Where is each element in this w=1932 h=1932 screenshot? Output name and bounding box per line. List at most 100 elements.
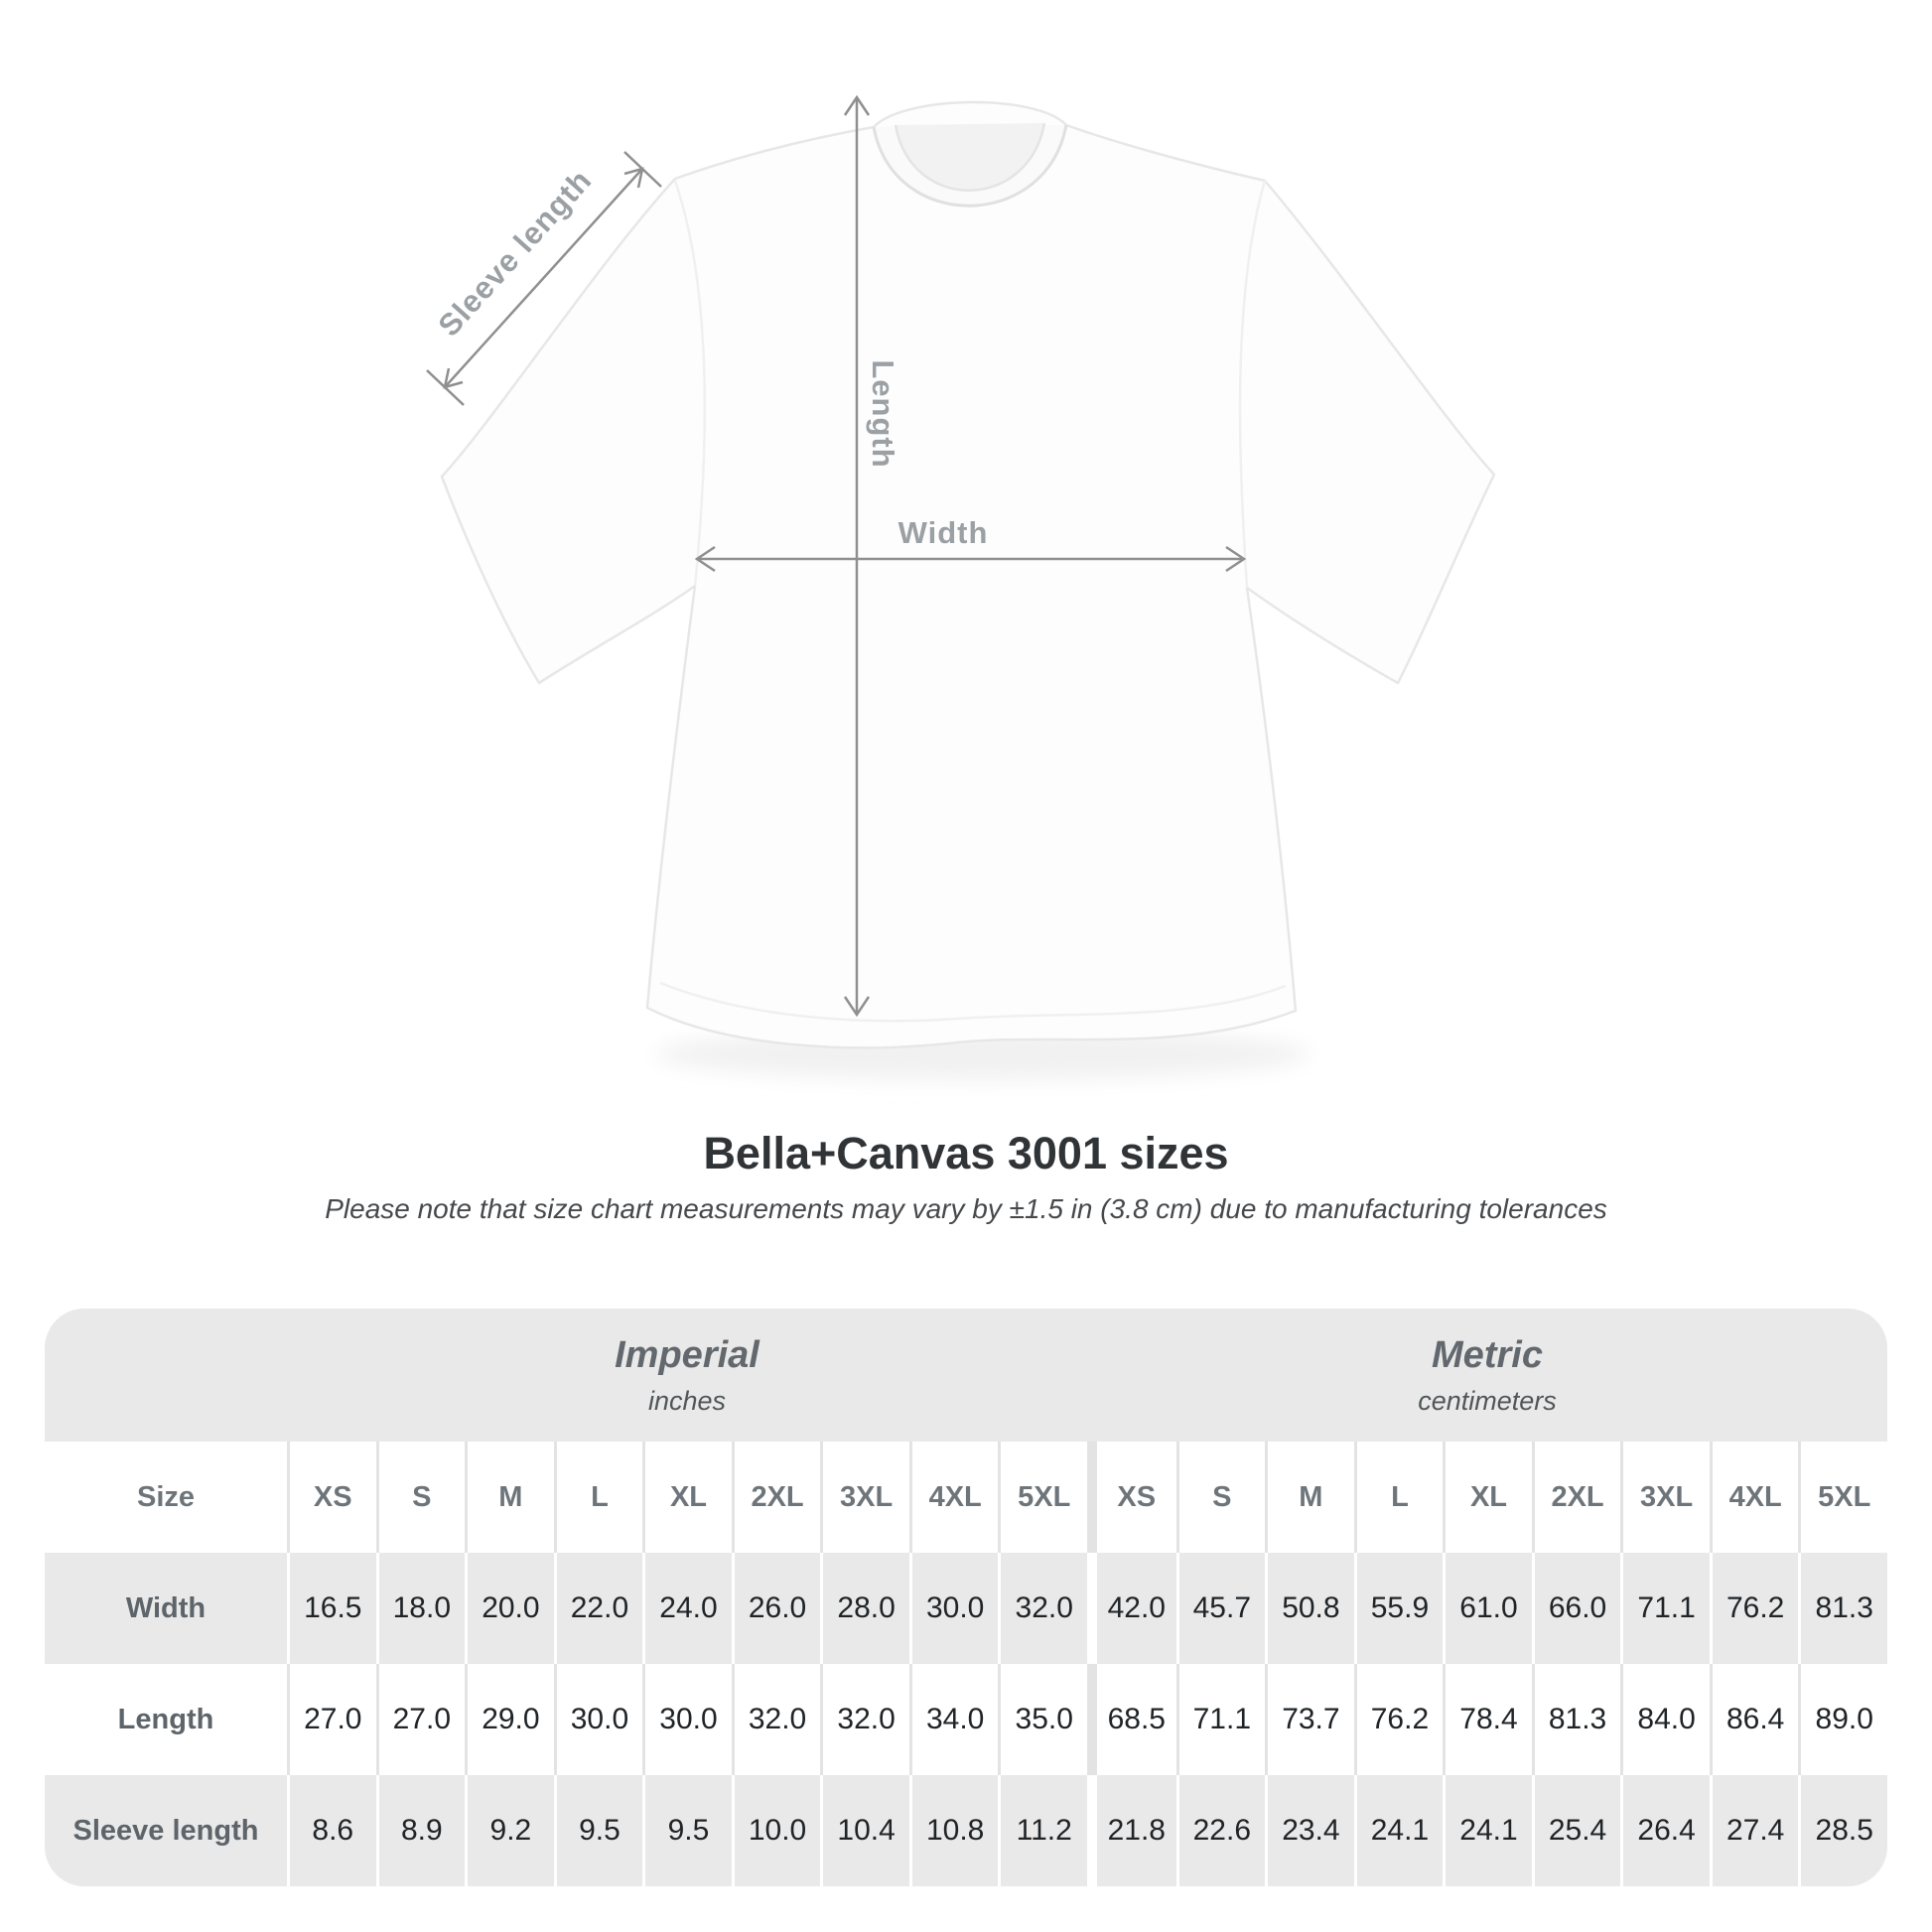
- value-cell-metric-xl: 61.0: [1443, 1553, 1532, 1664]
- size-header-row: Size XS S M L XL 2XL 3XL 4XL 5XL XS S M L XL 2XL 3XL 4XL 5…: [45, 1442, 1887, 1553]
- value-cell-imperial-l: 22.0: [553, 1553, 643, 1664]
- length-label: Length: [866, 359, 900, 469]
- value-cell-metric-4xl: 86.4: [1709, 1664, 1799, 1775]
- size-column-header-metric-m: M: [1265, 1442, 1354, 1553]
- size-chart-subtitle: Please note that size chart measurements…: [325, 1193, 1607, 1224]
- value-cell-imperial-5xl: 32.0: [998, 1553, 1087, 1664]
- size-column-header-metric-5xl: 5XL: [1798, 1442, 1887, 1553]
- value-cell-imperial-2xl: 10.0: [731, 1775, 821, 1886]
- left-armhole-seam: [673, 180, 707, 587]
- value-cell-metric-l: 76.2: [1353, 1664, 1444, 1775]
- value-cell-metric-3xl: 71.1: [1620, 1553, 1710, 1664]
- corner-blank-cell: [45, 1309, 287, 1442]
- tshirt-outline: [440, 100, 1496, 1049]
- size-column-header-metric-xs: XS: [1087, 1442, 1176, 1553]
- value-cell-imperial-s: 18.0: [375, 1553, 466, 1664]
- value-cell-metric-5xl: 89.0: [1798, 1664, 1887, 1775]
- value-cell-metric-xs: 68.5: [1087, 1664, 1176, 1775]
- metric-group-header: Metric centimeters: [1087, 1309, 1887, 1442]
- value-cell-metric-2xl: 81.3: [1531, 1664, 1621, 1775]
- value-cell-imperial-4xl: 34.0: [908, 1664, 999, 1775]
- value-cell-imperial-3xl: 10.4: [820, 1775, 909, 1886]
- value-cell-metric-3xl: 84.0: [1620, 1664, 1710, 1775]
- value-cell-imperial-xl: 9.5: [642, 1775, 732, 1886]
- width-label: Width: [897, 515, 989, 550]
- value-cell-imperial-xs: 16.5: [287, 1553, 376, 1664]
- value-cell-metric-m: 50.8: [1265, 1553, 1354, 1664]
- value-cell-imperial-5xl: 35.0: [998, 1664, 1087, 1775]
- size-column-header-imperial-3xl: 3XL: [820, 1442, 909, 1553]
- value-cell-imperial-m: 29.0: [465, 1664, 554, 1775]
- size-table: Imperial inches Metric centimeters Size X…: [45, 1309, 1887, 1886]
- size-column-header-metric-4xl: 4XL: [1709, 1442, 1799, 1553]
- imperial-group-header: Imperial inches: [287, 1309, 1087, 1442]
- value-cell-imperial-2xl: 26.0: [731, 1553, 821, 1664]
- value-cell-imperial-l: 9.5: [553, 1775, 643, 1886]
- size-column-header-imperial-5xl: 5XL: [998, 1442, 1087, 1553]
- value-cell-imperial-3xl: 32.0: [820, 1664, 909, 1775]
- size-column-header-imperial-2xl: 2XL: [731, 1442, 821, 1553]
- hem-stitch: [659, 981, 1287, 1023]
- value-cell-metric-s: 71.1: [1175, 1664, 1266, 1775]
- size-column-header-imperial-xs: XS: [287, 1442, 376, 1553]
- size-column-header-metric-xl: XL: [1443, 1442, 1532, 1553]
- sleeve-length-arrow: [426, 151, 662, 406]
- value-cell-imperial-l: 30.0: [553, 1664, 643, 1775]
- value-cell-imperial-s: 27.0: [375, 1664, 466, 1775]
- length-arrow: [843, 94, 871, 1018]
- value-cell-metric-xs: 21.8: [1087, 1775, 1176, 1886]
- value-cell-imperial-3xl: 28.0: [820, 1553, 909, 1664]
- value-cell-metric-l: 55.9: [1353, 1553, 1444, 1664]
- size-column-header-imperial-s: S: [375, 1442, 466, 1553]
- value-cell-imperial-4xl: 30.0: [908, 1553, 999, 1664]
- size-column-header-metric-s: S: [1175, 1442, 1266, 1553]
- value-cell-metric-xs: 42.0: [1087, 1553, 1176, 1664]
- imperial-label: Imperial: [615, 1333, 759, 1376]
- measurement-row: Length 27.0 27.0 29.0 30.0 30.0 32.0 32.0 34.0 35…: [45, 1664, 1887, 1775]
- value-cell-metric-m: 73.7: [1265, 1664, 1354, 1775]
- value-cell-metric-xl: 78.4: [1443, 1664, 1532, 1775]
- value-cell-imperial-5xl: 11.2: [998, 1775, 1087, 1886]
- value-cell-imperial-xl: 24.0: [642, 1553, 732, 1664]
- size-column-header-imperial-m: M: [465, 1442, 554, 1553]
- value-cell-imperial-s: 8.9: [375, 1775, 466, 1886]
- value-cell-metric-5xl: 81.3: [1798, 1553, 1887, 1664]
- size-column-header-imperial-4xl: 4XL: [908, 1442, 999, 1553]
- value-cell-imperial-m: 20.0: [465, 1553, 554, 1664]
- row-label: Width: [125, 1591, 207, 1624]
- row-label: Sleeve length: [72, 1814, 259, 1847]
- value-cell-imperial-xl: 30.0: [642, 1664, 732, 1775]
- size-chart-title: Bella+Canvas 3001 sizes: [703, 1128, 1229, 1178]
- measurement-row: Sleeve length 8.6 8.9 9.2 9.5 9.5 10.0 10.4 10.8…: [45, 1775, 1887, 1886]
- size-column-header-imperial-l: L: [553, 1442, 643, 1553]
- value-cell-imperial-4xl: 10.8: [908, 1775, 999, 1886]
- size-column-header-metric-l: L: [1353, 1442, 1444, 1553]
- value-cell-metric-5xl: 28.5: [1798, 1775, 1887, 1886]
- value-cell-imperial-xs: 8.6: [287, 1775, 376, 1886]
- value-cell-imperial-xs: 27.0: [287, 1664, 376, 1775]
- collar-inner: [894, 122, 1046, 192]
- value-cell-metric-l: 24.1: [1353, 1775, 1444, 1886]
- width-arrow: [694, 545, 1247, 573]
- metric-unit-label: centimeters: [1418, 1385, 1557, 1416]
- unit-group-header-row: Imperial inches Metric centimeters: [45, 1309, 1887, 1442]
- value-cell-metric-s: 45.7: [1175, 1553, 1266, 1664]
- right-armhole-seam: [1238, 180, 1267, 589]
- size-column-header-metric-3xl: 3XL: [1620, 1442, 1710, 1553]
- metric-label: Metric: [1432, 1333, 1543, 1376]
- size-column-header-imperial-xl: XL: [642, 1442, 732, 1553]
- value-cell-metric-s: 22.6: [1175, 1775, 1266, 1886]
- measurement-row: Width 16.5 18.0 20.0 22.0 24.0 26.0 28.0 30.0 32.…: [45, 1553, 1887, 1664]
- value-cell-metric-2xl: 66.0: [1531, 1553, 1621, 1664]
- size-column-header-metric-2xl: 2XL: [1531, 1442, 1621, 1553]
- value-cell-metric-xl: 24.1: [1443, 1775, 1532, 1886]
- value-cell-imperial-2xl: 32.0: [731, 1664, 821, 1775]
- value-cell-metric-2xl: 25.4: [1531, 1775, 1621, 1886]
- imperial-unit-label: inches: [647, 1385, 727, 1416]
- value-cell-metric-4xl: 76.2: [1709, 1553, 1799, 1664]
- value-cell-imperial-m: 9.2: [465, 1775, 554, 1886]
- value-cell-metric-m: 23.4: [1265, 1775, 1354, 1886]
- row-label: Length: [117, 1703, 214, 1735]
- value-cell-metric-3xl: 26.4: [1620, 1775, 1710, 1886]
